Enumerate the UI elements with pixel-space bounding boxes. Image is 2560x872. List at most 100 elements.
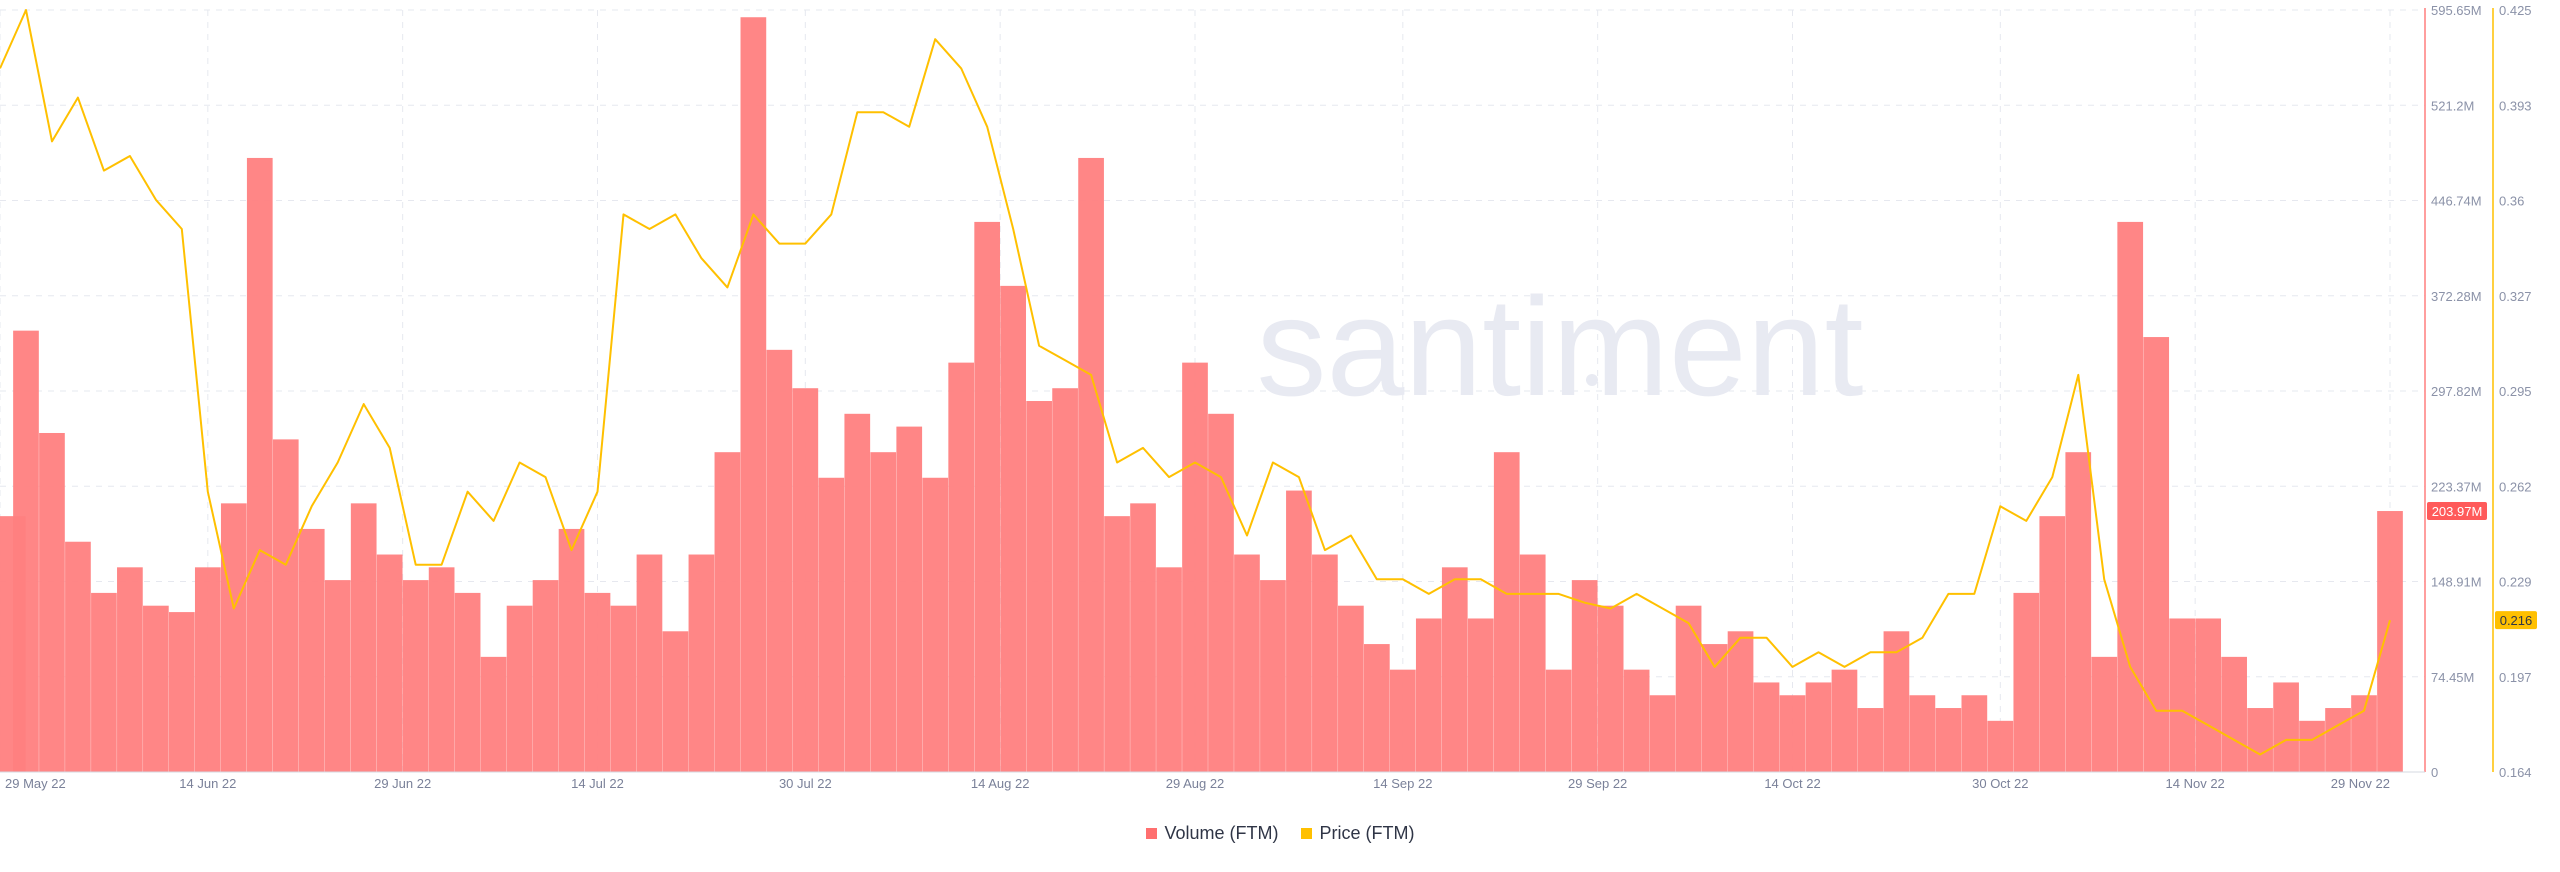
volume-bar [272,439,299,772]
volume-bar [558,528,585,772]
volume-bar [2065,452,2092,772]
x-tick-label: 14 Oct 22 [1764,776,1820,791]
volume-bar [610,605,637,772]
volume-bar [298,528,325,772]
volume-bar [2273,682,2299,772]
x-tick-label: 29 May 22 [5,776,66,791]
volume-bar [428,567,455,772]
price-last-badge: 0.216 [2495,611,2537,630]
price-tick-label: 0.262 [2499,479,2532,494]
volume-bar [1493,452,1520,772]
legend-item-price[interactable]: Price (FTM) [1300,822,1415,844]
x-tick-label: 29 Aug 22 [1166,776,1225,791]
volume-bar [1831,669,1858,772]
volume-bar [1052,388,1078,772]
volume-bar [1649,695,1676,772]
price-line-layer [0,9,2391,756]
volume-bar [1363,644,1390,772]
x-tick-label: 14 Nov 22 [2166,776,2225,791]
volume-bar [1571,580,1598,772]
price-tick-label: 0.197 [2499,670,2532,685]
price-last-badge-bg [2495,611,2537,630]
watermark-text: santiment [1257,268,1864,425]
volume-bar [1935,708,1962,772]
volume-bar [2351,695,2377,772]
volume-bar [844,413,871,772]
volume-bar [1597,605,1624,772]
legend-label-volume: Volume (FTM) [1164,822,1279,843]
x-tick-label: 30 Oct 22 [1972,776,2028,791]
legend-swatch-price [1300,827,1312,839]
volume-bar [65,541,91,772]
volume-last-badge-bg [2427,502,2487,521]
volume-bar [1338,605,1364,772]
volume-bar [1312,554,1338,772]
volume-bar [1623,669,1650,772]
volume-bar [220,503,247,772]
volume-bar [1208,413,1234,772]
volume-bar [1104,516,1130,772]
volume-bar [922,477,949,772]
volume-bar [2325,708,2351,772]
volume-bar [1961,695,1988,772]
volume-bar [2013,592,2040,772]
volume-bar [1078,157,1104,772]
legend-label-price: Price (FTM) [1319,822,1415,843]
volume-tick-label: 148.91M [2431,575,2482,590]
volume-bar [870,452,897,772]
volume-bar [740,17,767,772]
price-tick-label: 0.327 [2499,289,2532,304]
volume-bar [1234,554,1260,772]
volume-bar [2117,221,2144,772]
volume-bar [91,592,117,772]
volume-bar [168,612,195,772]
volume-last-badge-text: 203.97M [2432,504,2483,519]
x-tick-label: 29 Sep 22 [1568,776,1627,791]
volume-tick-label: 372.28M [2431,289,2482,304]
labels-layer: 595.65M 521.2M 446.74M 372.28M 297.82M 223.37… [5,3,2537,791]
volume-bar [454,592,481,772]
volume-bar [246,157,273,772]
volume-bar [1467,618,1494,772]
volume-tick-label: 297.82M [2431,384,2482,399]
legend: Volume (FTM) Price (FTM) [0,820,2560,846]
x-tick-label: 14 Jun 22 [179,776,236,791]
volume-bar [1415,618,1442,772]
volume-tick-label: 446.74M [2431,194,2482,209]
volume-bar [948,362,975,772]
volume-bar [376,554,403,772]
legend-swatch-volume [1145,827,1157,839]
volume-bar [818,477,845,772]
x-tick-label: 14 Aug 22 [971,776,1030,791]
legend-item-volume[interactable]: Volume (FTM) [1145,822,1279,844]
volume-bar [2221,656,2247,772]
watermark-dot [1586,374,1598,386]
price-tick-label: 0.393 [2499,98,2532,113]
volume-bar [1130,503,1156,772]
volume-bar [1779,695,1806,772]
volume-bar [2039,516,2066,772]
volume-bar [39,432,65,772]
volume-last-badge: 203.97M [2427,502,2487,521]
volume-bar [1182,362,1208,772]
volume-tick-label: 0 [2431,765,2438,780]
volume-bar [792,388,819,772]
volume-bar [480,656,507,772]
price-line [0,9,2391,756]
volume-tick-label: 521.2M [2431,98,2474,113]
volume-bar [1519,554,1546,772]
volume-bar [636,554,663,772]
price-last-badge-text: 0.216 [2500,613,2533,628]
volume-bar [1389,669,1416,772]
volume-bar [2377,511,2403,772]
volume-bar [974,221,1001,772]
volume-bar [13,330,39,772]
volume-bar [2169,618,2196,772]
volume-tick-label: 595.65M [2431,3,2482,18]
volume-bar [402,580,429,772]
volume-bar [662,631,689,772]
volume-bar [584,592,611,772]
volume-bar [1857,708,1884,772]
volume-bar [688,554,715,772]
